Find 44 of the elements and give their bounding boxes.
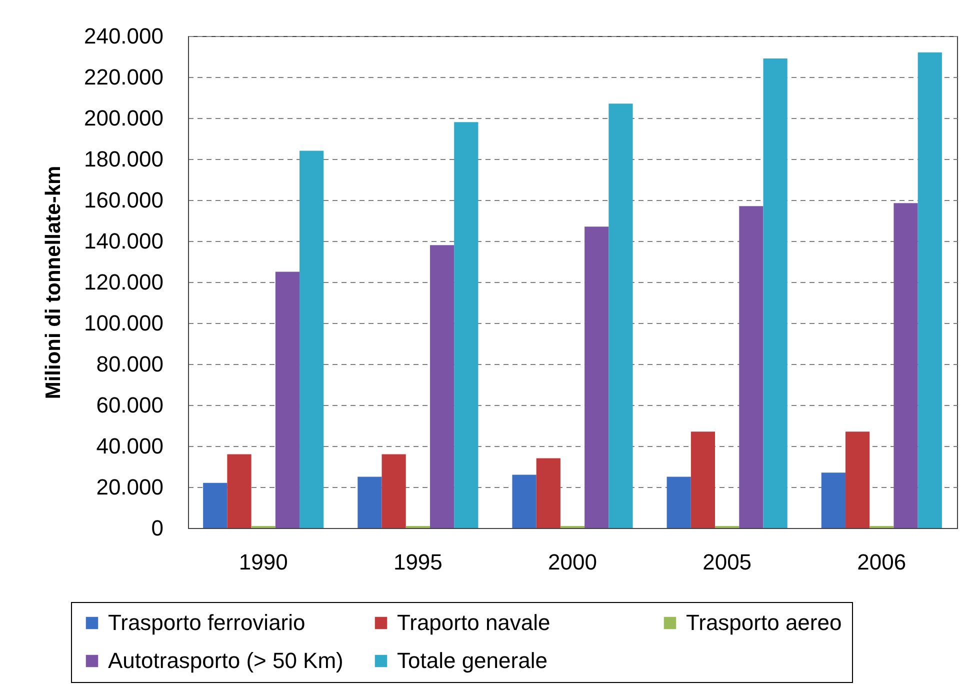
y-tick-label: 120.000 — [84, 270, 164, 294]
bar — [454, 122, 478, 528]
y-tick-label: 80.000 — [96, 352, 164, 376]
bar — [430, 245, 454, 528]
bar — [739, 206, 764, 528]
y-tick-label: 60.000 — [96, 392, 164, 418]
y-tick-label: 160.000 — [84, 188, 164, 212]
x-tick-label: 1995 — [393, 550, 442, 574]
bar — [584, 226, 609, 528]
bar — [300, 150, 324, 528]
bar — [608, 104, 633, 528]
legend-label: Autotrasporto (> 50 Km) — [108, 648, 344, 673]
y-tick-label: 40.000 — [96, 434, 164, 458]
bar — [666, 476, 691, 528]
y-tick-label: 180.000 — [84, 146, 164, 172]
y-tick-label: 20.000 — [96, 474, 164, 500]
bar — [918, 52, 942, 528]
bar — [894, 203, 918, 528]
y-tick-label: 100.000 — [84, 310, 164, 336]
bar — [275, 272, 300, 528]
bar — [512, 474, 536, 528]
y-tick-label: 240.000 — [84, 24, 164, 48]
bar — [382, 454, 406, 528]
x-tick-label: 2000 — [548, 550, 597, 574]
legend-label: Traporto navale — [397, 610, 550, 635]
x-tick-label: 2005 — [702, 550, 752, 574]
bar — [536, 458, 560, 528]
y-tick-label: 0 — [151, 516, 164, 540]
y-tick-label: 220.000 — [84, 64, 164, 90]
bar — [690, 432, 716, 528]
bar — [845, 432, 870, 528]
x-tick-label: 2006 — [857, 550, 906, 574]
bar — [227, 454, 252, 528]
y-tick-label: 200.000 — [84, 106, 164, 130]
legend-label: Trasporto ferroviario — [108, 610, 306, 635]
bar — [203, 482, 228, 528]
bar — [763, 58, 788, 528]
legend-label: Trasporto aereo — [686, 610, 842, 635]
legend-label: Totale generale — [397, 648, 548, 673]
y-tick-label: 140.000 — [84, 228, 164, 254]
bar — [821, 472, 846, 528]
bar — [358, 476, 382, 528]
x-tick-label: 1990 — [238, 550, 288, 574]
y-axis-title: Milioni di tonnellate-km — [42, 166, 65, 400]
